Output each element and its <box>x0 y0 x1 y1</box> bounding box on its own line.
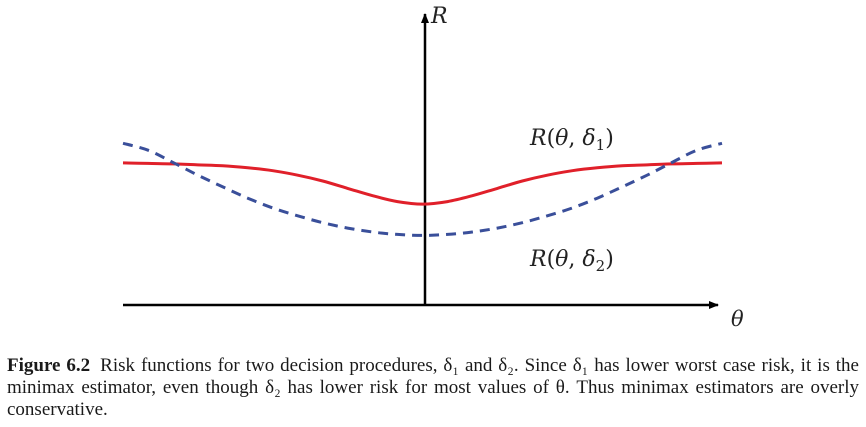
caption-text: Risk functions for two decision procedur… <box>7 355 859 420</box>
risk-curve-delta2 <box>122 141 723 237</box>
risk-curves <box>122 141 723 237</box>
risk-curve-delta1 <box>122 161 723 206</box>
figure-number: Figure 6.2 <box>7 355 91 376</box>
y-axis-label: R <box>430 4 448 29</box>
risk-function-figure: R θ R(θ, δ1) R(θ, δ2) <box>122 4 744 331</box>
delta1-curve-label: R(θ, δ1) <box>529 126 614 154</box>
delta2-curve-label: R(θ, δ2) <box>529 247 614 275</box>
figure-caption: Figure 6.2 Risk functions for two decisio… <box>7 355 859 421</box>
x-axis-label: θ <box>731 307 744 331</box>
